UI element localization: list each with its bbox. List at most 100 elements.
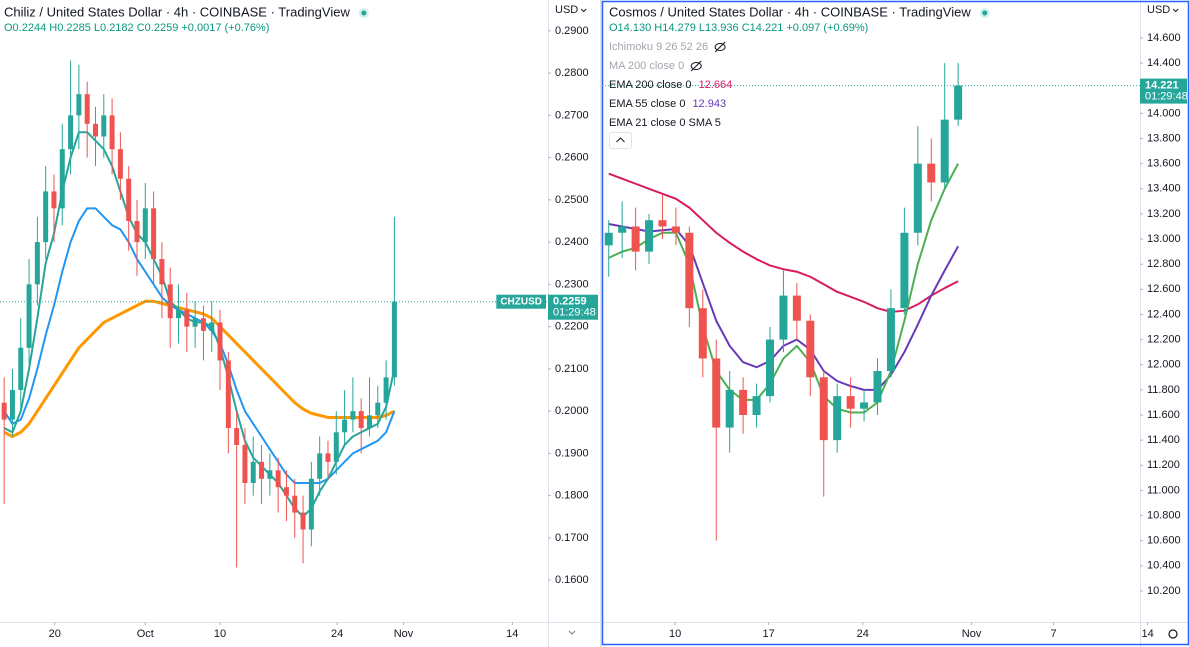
candle-body [26,284,32,348]
legend-label: EMA 200 close 0 [609,79,692,91]
legend-value: 12.943 [692,98,726,110]
y-tick-label: 0.2800 [555,67,589,79]
x-tick-label: 7 [1050,628,1056,640]
candle-body [59,149,65,209]
candle-body [9,390,15,420]
x-tick-label: 20 [49,628,61,640]
candle-body [725,389,734,428]
candle-body [383,377,389,403]
y-tick-label: 12.000 [1147,359,1181,371]
axis-menu-chevron[interactable] [568,630,576,635]
candle-body [833,396,842,441]
x-tick-label: 24 [857,628,869,640]
candle-body [685,232,694,309]
y-tick-label: 10.600 [1147,535,1181,547]
candle-body [250,461,256,483]
pane-separator [600,0,602,647]
y-tick-label: 0.1800 [555,490,589,502]
candle-body [76,94,82,116]
candle-body [873,371,882,403]
live-indicator-dot [361,10,367,16]
y-tick-label: 0.2100 [555,363,589,375]
candle-body [209,322,215,331]
y-tick-label: 0.2500 [555,194,589,206]
y-tick-label: 10.400 [1147,560,1181,572]
y-tick-label: 0.1700 [555,532,589,544]
live-indicator-dot [982,10,988,16]
candle-body [192,318,198,327]
candle-body [151,208,157,260]
last-price-label: 0.2259 [553,296,587,308]
candle-body [342,419,348,433]
candle-body [68,115,74,150]
x-tick-label: 14 [1141,628,1153,640]
candle-body [658,220,667,227]
y-tick-label: 13.800 [1147,132,1181,144]
y-tick-label: 0.2000 [555,405,589,417]
candle-body [366,415,372,429]
x-tick-label: 10 [214,628,226,640]
candle-body [375,402,381,416]
y-tick-label: 13.200 [1147,208,1181,220]
y-tick-label: 12.600 [1147,283,1181,295]
candle-body [358,411,364,429]
y-tick-label: 0.2600 [555,152,589,164]
candle-body [333,432,339,462]
candle-body [242,444,248,483]
y-tick-label: 14.400 [1147,57,1181,69]
symbol-tag-label: CHZUSD [500,296,542,307]
candle-body [645,220,654,252]
y-tick-label: 12.200 [1147,333,1181,345]
y-tick-label: 10.200 [1147,585,1181,597]
collapse-legend-button[interactable] [609,132,632,149]
candle-body [126,178,132,221]
hidden-indicator-label: Ichimoku 9 26 52 26 [609,41,708,53]
candle-body [806,320,815,378]
last-price-tag [548,294,598,320]
y-tick-label: 0.2400 [555,236,589,248]
settings-icon[interactable] [1168,629,1178,639]
candle-body [109,115,115,150]
x-tick-label: Oct [137,628,154,640]
x-tick-label: Nov [394,628,414,640]
candle-body [712,358,721,428]
y-tick-label: 12.400 [1147,308,1181,320]
candle-body [779,295,788,340]
x-tick-label: 14 [506,628,518,640]
y-tick-label: 11.400 [1147,434,1180,446]
candle-body [317,453,323,479]
symbol-tag [496,294,546,309]
ohlc-values: O14.130 H14.279 L13.936 C14.221 +0.097 (… [609,22,868,34]
candle-body [18,347,24,391]
y-tick-label: 11.600 [1147,409,1180,421]
y-tick-label: 0.2700 [555,109,589,121]
legend-label: EMA 55 close 0 [609,98,685,110]
charts: 0.1600 0.1700 0.1800 0.1900 0.2000 0.2100 0.22… [0,4,1188,640]
candle-body [84,94,90,124]
y-tick-label: 0.2200 [555,321,589,333]
hidden-indicator-label: MA 200 close 0 [609,60,684,72]
candle-body [117,149,123,179]
y-tick-label: 14.000 [1147,107,1181,119]
candle-body [765,339,774,397]
y-tick-label: 11.000 [1147,484,1180,496]
candle-body [283,487,289,496]
hidden-eye-slash [714,41,726,53]
chart-title: Cosmos / United States Dollar · 4h · COI… [609,4,971,19]
candle-body [954,85,963,120]
candle-body [792,295,801,321]
last-price-tag [1140,78,1187,104]
candle-body [927,163,936,183]
x-tick-label: Nov [962,628,982,640]
y-tick-label: 10.800 [1147,509,1181,521]
candle-body [308,478,314,530]
candle-body [618,226,627,233]
candle-body [234,428,240,445]
x-tick-label: 10 [669,628,681,640]
candle-body [739,389,748,416]
candle-body [134,220,140,243]
legend-value: 12.664 [699,79,733,91]
currency-label: USD [555,4,578,16]
chart-title: Chiliz / United States Dollar · 4h · COI… [4,4,350,19]
